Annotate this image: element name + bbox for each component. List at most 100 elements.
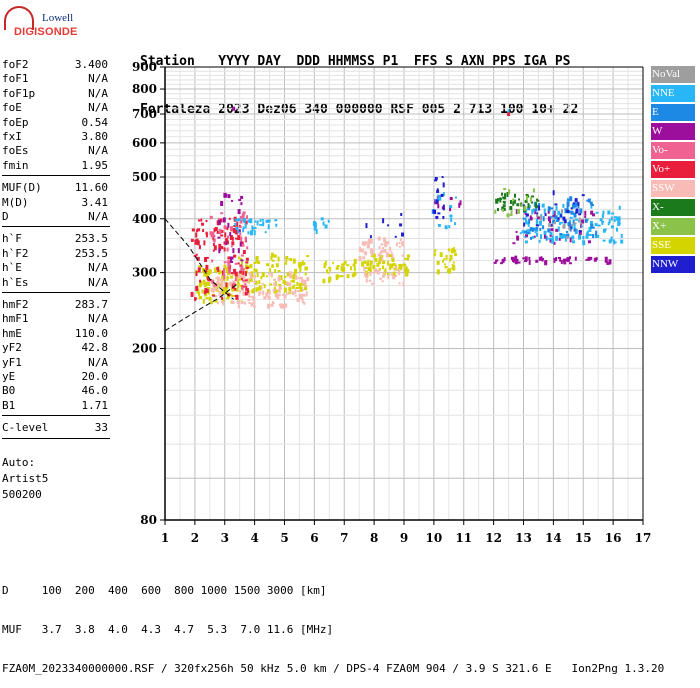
legend-item-e: E — [651, 104, 695, 121]
echo-point — [450, 248, 454, 254]
echo-point — [571, 223, 574, 226]
echo-point — [553, 257, 556, 263]
echo-point — [613, 239, 616, 245]
echo-point — [365, 266, 368, 269]
echo-point — [389, 246, 392, 251]
echo-point — [501, 258, 505, 263]
echo-point — [444, 225, 448, 230]
echo-point — [203, 290, 206, 295]
echo-point — [584, 210, 587, 216]
echo-point — [253, 262, 257, 265]
echo-point — [223, 247, 226, 252]
echo-point — [237, 262, 240, 265]
echo-point — [495, 259, 498, 263]
echo-point — [617, 216, 621, 222]
echo-point — [284, 262, 288, 265]
echo-point — [268, 292, 271, 295]
echo-point — [248, 301, 251, 304]
echo-point — [195, 285, 199, 291]
echo-point — [227, 293, 231, 297]
echo-point — [304, 283, 307, 288]
echo-point — [369, 268, 372, 272]
echo-point — [574, 229, 578, 235]
echo-point — [239, 241, 242, 247]
echo-point — [377, 253, 380, 257]
legend-item-nne: NNE — [651, 85, 695, 102]
param-name: B1 — [2, 398, 16, 412]
echo-point — [220, 296, 223, 300]
echo-point — [442, 182, 445, 188]
echo-point — [201, 289, 204, 294]
param-name: h`E — [2, 261, 22, 275]
echo-point — [255, 258, 258, 263]
echo-point — [372, 265, 376, 270]
param-row: yE 20.0 — [2, 370, 108, 384]
echo-point — [537, 199, 540, 202]
echo-point — [190, 291, 194, 297]
echo-point — [292, 274, 296, 280]
echo-point — [240, 241, 244, 246]
param-name: hmE — [2, 326, 22, 340]
param-separator — [2, 175, 110, 177]
echo-point — [493, 261, 497, 264]
echo-point — [459, 200, 462, 206]
echo-point — [610, 236, 613, 242]
echo-point — [534, 205, 538, 209]
echo-point — [291, 285, 295, 289]
param-row: yF2 42.8 — [2, 341, 108, 355]
echo-point — [400, 263, 403, 268]
echo-point — [527, 202, 530, 208]
echo-point — [304, 272, 307, 276]
echo-point — [230, 275, 234, 279]
echo-point — [437, 196, 441, 201]
echo-point — [298, 262, 302, 268]
echo-point — [213, 228, 216, 233]
echo-point — [590, 223, 594, 229]
echo-point — [190, 238, 194, 242]
param-row: fmin 1.95 — [2, 159, 108, 173]
echo-point — [219, 218, 223, 223]
echo-point — [207, 279, 211, 282]
echo-point — [235, 237, 239, 240]
echo-point — [503, 202, 506, 205]
echo-point — [602, 239, 606, 242]
echo-point — [404, 257, 408, 260]
echo-point — [501, 192, 504, 196]
echo-point — [270, 252, 274, 258]
echo-point — [249, 276, 253, 282]
echo-point — [379, 277, 383, 280]
echo-point — [245, 270, 248, 274]
legend-item-noval: NoVal — [651, 66, 695, 83]
echo-point — [607, 222, 610, 226]
echo-point — [392, 275, 396, 278]
echo-point — [527, 229, 531, 235]
echo-point — [374, 259, 378, 262]
echo-point — [568, 226, 572, 229]
echo-point — [303, 285, 307, 291]
echo-point — [367, 238, 370, 244]
echo-point — [549, 231, 553, 235]
echo-point — [220, 280, 224, 286]
echo-point — [231, 241, 235, 246]
echo-point — [552, 210, 555, 215]
echo-point — [447, 248, 450, 252]
echo-point — [535, 202, 538, 207]
echo-point — [274, 269, 277, 274]
echo-point — [587, 240, 591, 244]
echo-point — [214, 227, 218, 232]
echo-point — [191, 228, 195, 232]
param-row: yF1 N/A — [2, 356, 108, 370]
param-value: 1.95 — [81, 158, 109, 172]
echo-point — [223, 274, 226, 280]
echo-point — [591, 213, 595, 217]
echo-point — [320, 217, 324, 221]
echo-point — [560, 214, 563, 218]
header-values: Fortaleza 2023 Dez06 340 000000 RSF 005 … — [140, 102, 579, 117]
echo-point — [248, 272, 252, 275]
echo-point — [354, 271, 357, 276]
param-name: yE — [2, 370, 16, 383]
echo-point — [551, 235, 554, 241]
echo-point — [569, 237, 572, 243]
echo-point — [381, 247, 384, 250]
echo-point — [528, 204, 531, 208]
